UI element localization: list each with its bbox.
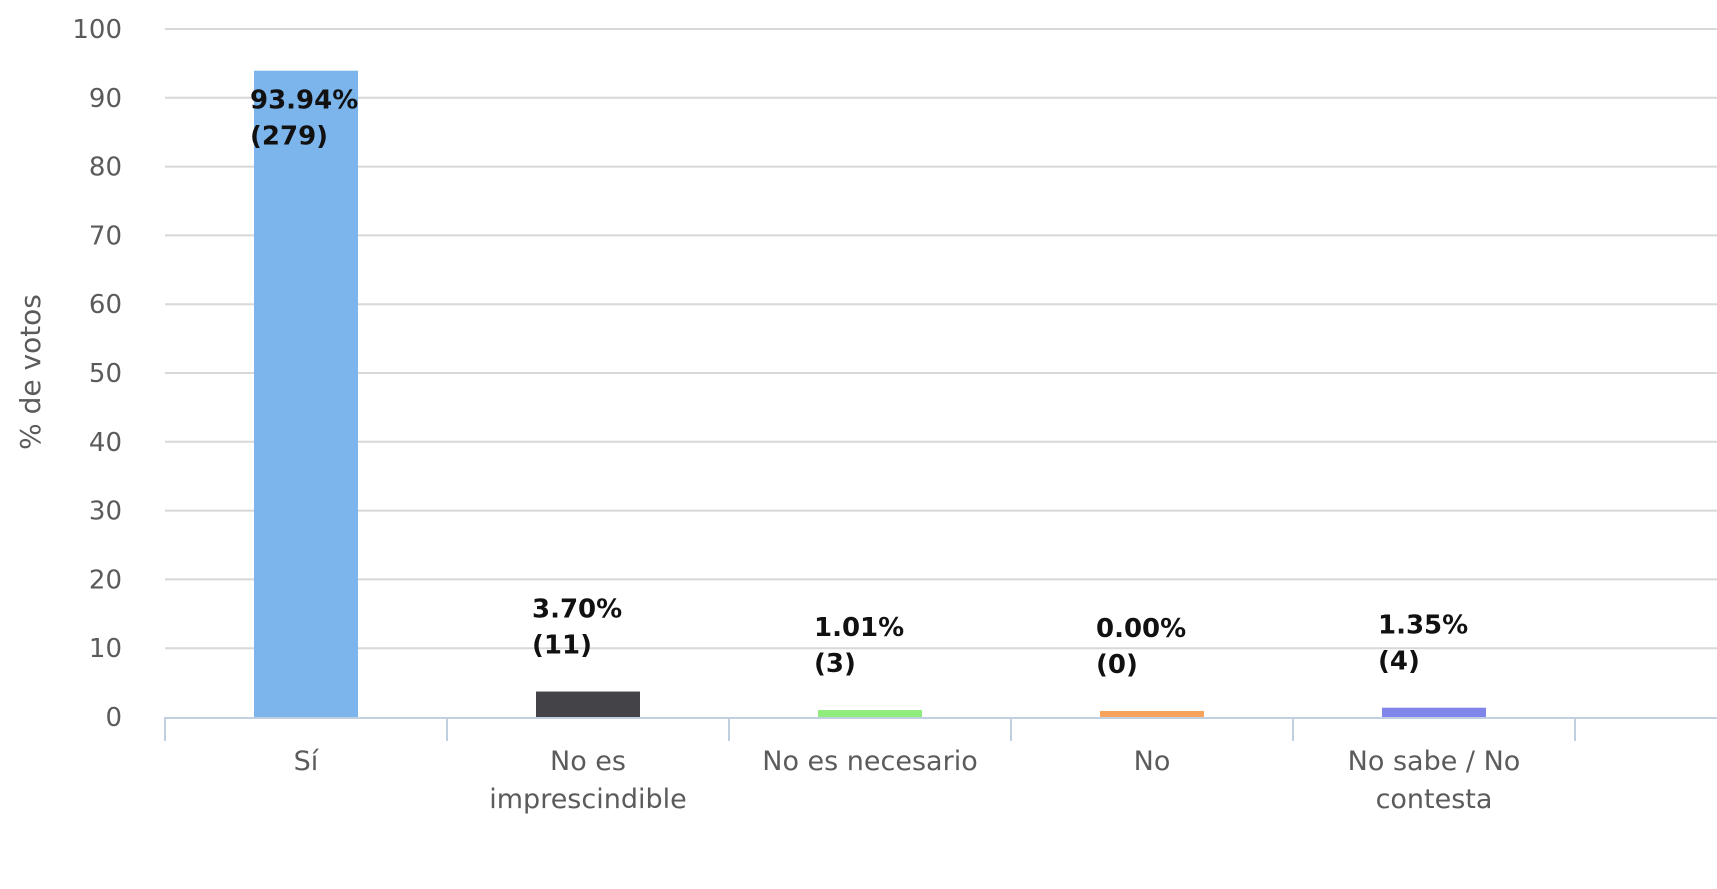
bar (818, 710, 922, 717)
data-label: (0) (1096, 650, 1138, 680)
x-tick-label: No es (550, 746, 626, 777)
bar (1100, 711, 1204, 717)
data-label: (279) (250, 122, 328, 152)
bar (536, 691, 640, 717)
data-label: (3) (814, 649, 856, 679)
x-tick-label: No (1134, 746, 1171, 777)
y-tick-label: 100 (72, 15, 122, 45)
bar (1382, 707, 1486, 717)
y-tick-label: 40 (89, 428, 122, 458)
y-tick-label: 50 (89, 359, 122, 389)
data-label: (11) (532, 631, 592, 661)
bars (254, 70, 1486, 717)
y-tick-label: 60 (89, 290, 122, 320)
gridlines (165, 28, 1717, 650)
x-axis-labels: Sí No es imprescindible No es necesario No No… (294, 746, 1521, 815)
bar (254, 70, 358, 717)
y-tick-label: 80 (89, 153, 122, 183)
y-tick-label: 30 (89, 497, 122, 527)
x-tick-label: Sí (294, 746, 320, 777)
data-label: 93.94% (250, 86, 358, 116)
data-labels: 93.94% (279) 3.70% (11) 1.01% (3) 0.00% (0) 1.35… (250, 86, 1468, 680)
y-tick-label: 0 (105, 703, 122, 733)
x-axis (164, 717, 1717, 741)
y-tick-label: 90 (89, 84, 122, 114)
data-label: 1.01% (814, 613, 904, 643)
y-tick-label: 20 (89, 565, 122, 595)
y-axis-ticks: 0 10 20 30 40 50 60 70 80 90 100 (72, 15, 122, 733)
x-tick-label: imprescindible (489, 784, 686, 815)
x-tick-label: contesta (1376, 784, 1493, 815)
data-label: 0.00% (1096, 614, 1186, 644)
y-tick-label: 70 (89, 221, 122, 251)
data-label: 1.35% (1378, 611, 1468, 641)
y-axis-label: % de votos (14, 294, 47, 450)
data-label: (4) (1378, 647, 1420, 677)
y-tick-label: 10 (89, 634, 122, 664)
data-label: 3.70% (532, 595, 622, 625)
x-tick-label: No es necesario (762, 746, 977, 777)
x-tick-label: No sabe / No (1348, 746, 1521, 777)
